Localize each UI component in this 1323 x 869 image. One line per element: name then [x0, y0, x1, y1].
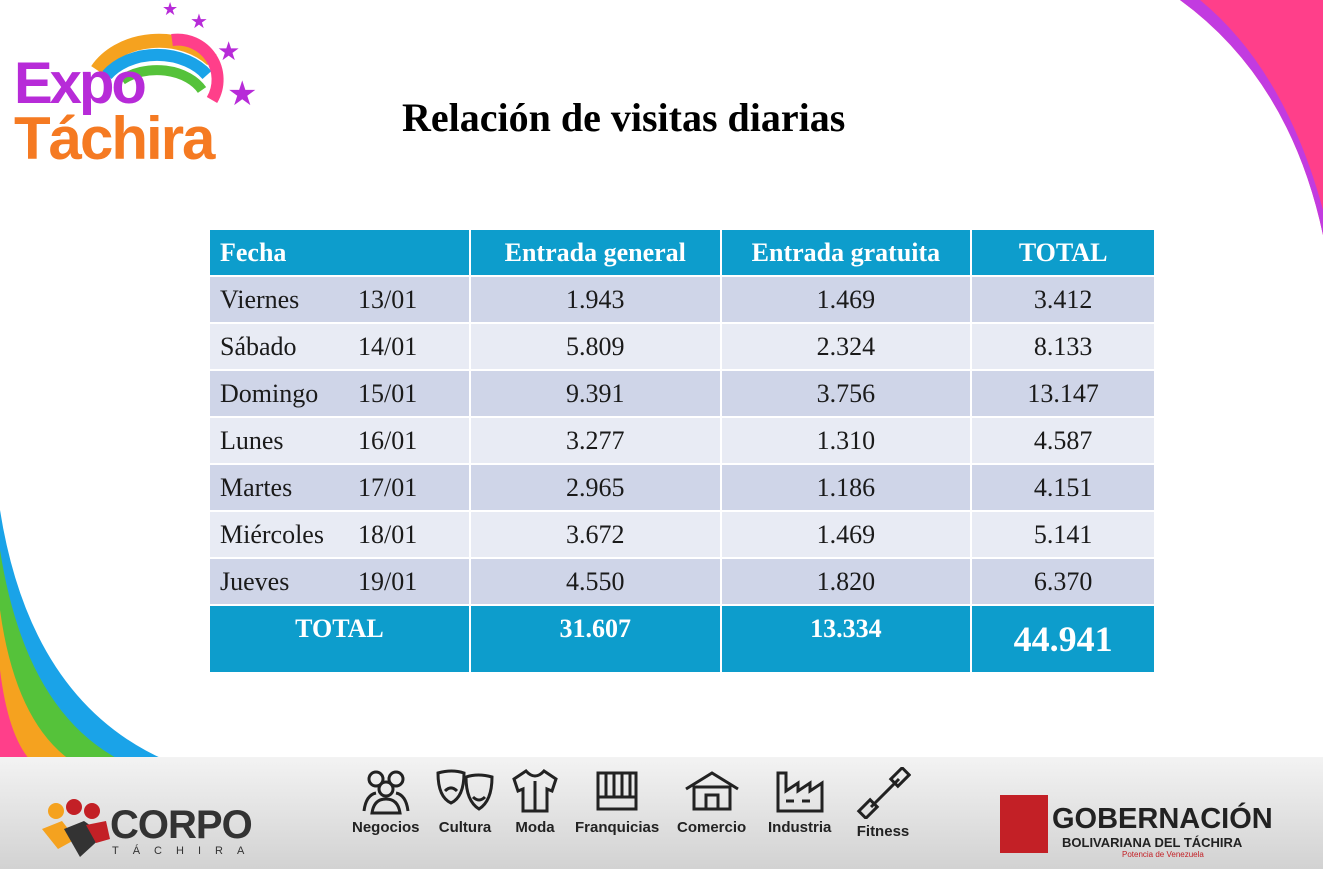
date-label: 15/01	[358, 378, 418, 408]
category-moda: Moda	[510, 767, 560, 836]
total-cell: 6.370	[971, 558, 1156, 606]
people-icon	[362, 770, 410, 815]
total-cell: 4.151	[971, 464, 1156, 512]
gratuita-cell: 1.820	[720, 558, 973, 606]
general-cell: 1.943	[469, 276, 722, 324]
fecha-cell: Viernes 13/01	[210, 276, 471, 324]
fecha-cell: Miércoles 18/01	[210, 511, 471, 559]
logo-word-expo: Expo	[14, 51, 147, 116]
svg-text:★: ★	[227, 74, 257, 114]
total-general-cell: 31.607	[469, 605, 722, 674]
general-cell: 9.391	[469, 370, 722, 418]
gratuita-cell: 2.324	[720, 323, 973, 371]
category-fitness: Fitness	[855, 767, 911, 840]
footer-bar: CORPO TÁCHIRA Negocios Cultura Moda Fran…	[0, 757, 1323, 869]
category-negocios: Negocios	[352, 767, 420, 836]
day-label: Lunes	[220, 425, 284, 455]
category-label: Negocios	[352, 819, 420, 836]
total-row: TOTAL 31.607 13.334 44.941	[210, 605, 1156, 674]
top-right-arc-decoration	[1180, 0, 1323, 235]
corpo-logo-icon	[42, 799, 110, 857]
gobernacion-subtitle: BOLIVARIANA DEL TÁCHIRA	[1062, 835, 1243, 850]
dumbbell-icon	[856, 767, 911, 819]
fecha-cell: Sábado 14/01	[210, 323, 471, 371]
date-label: 14/01	[358, 331, 418, 361]
fecha-cell: Martes 17/01	[210, 464, 471, 512]
category-label: Fitness	[856, 823, 910, 840]
shirt-icon	[512, 769, 558, 813]
date-label: 18/01	[358, 519, 418, 549]
date-label: 16/01	[358, 425, 418, 455]
day-label: Domingo	[220, 378, 319, 408]
left-arc-decoration	[0, 510, 165, 760]
category-label: Franquicias	[575, 819, 660, 836]
table-row: Lunes 16/01 3.277 1.310 4.587	[210, 417, 1156, 465]
fecha-cell: Lunes 16/01	[210, 417, 471, 465]
gratuita-cell: 1.469	[720, 276, 973, 324]
total-label-cell: TOTAL	[210, 605, 471, 674]
gratuita-cell: 1.469	[720, 511, 973, 559]
table-row: Miércoles 18/01 3.672 1.469 5.141	[210, 511, 1156, 559]
page-title: Relación de visitas diarias	[402, 95, 846, 140]
category-industria: Industria	[768, 767, 831, 836]
general-cell: 2.965	[469, 464, 722, 512]
category-label: Industria	[768, 819, 832, 836]
header-fecha: Fecha	[210, 230, 471, 277]
day-label: Viernes	[220, 284, 300, 314]
date-label: 19/01	[358, 566, 418, 596]
header-total: TOTAL	[971, 230, 1156, 277]
total-cell: 13.147	[971, 370, 1156, 418]
day-label: Jueves	[220, 566, 290, 596]
category-cultura: Cultura	[434, 767, 496, 836]
table-row: Martes 17/01 2.965 1.186 4.151	[210, 464, 1156, 512]
svg-text:★: ★	[162, 0, 178, 20]
day-label: Martes	[220, 472, 293, 502]
corpo-subtitle: TÁCHIRA	[112, 845, 259, 857]
category-label: Cultura	[438, 819, 492, 836]
expo-logo-graphic: ★ ★ ★ ★	[91, 0, 257, 114]
svg-text:★: ★	[190, 9, 208, 33]
general-cell: 3.277	[469, 417, 722, 465]
category-comercio: Comercio	[677, 767, 746, 836]
total-gratuita-cell: 13.334	[720, 605, 973, 674]
house-icon	[684, 771, 739, 811]
gratuita-cell: 3.756	[720, 370, 973, 418]
table-header-row: Fecha Entrada general Entrada gratuita T…	[210, 230, 1156, 277]
svg-text:★: ★	[217, 37, 240, 67]
table-row: Viernes 13/01 1.943 1.469 3.412	[210, 276, 1156, 324]
logo-word-tachira: Táchira	[14, 105, 215, 172]
table-row: Sábado 14/01 5.809 2.324 8.133	[210, 323, 1156, 371]
corpo-name: CORPO	[110, 803, 253, 847]
gobernacion-tagline: Potencia de Venezuela	[1122, 850, 1204, 859]
day-label: Sábado	[220, 331, 297, 361]
date-label: 17/01	[358, 472, 418, 502]
gobernacion-name: GOBERNACIÓN	[1052, 803, 1273, 835]
total-cell: 5.141	[971, 511, 1156, 559]
category-label: Moda	[515, 819, 555, 836]
table-row: Jueves 19/01 4.550 1.820 6.370	[210, 558, 1156, 606]
theater-masks-icon	[436, 769, 494, 811]
general-cell: 5.809	[469, 323, 722, 371]
general-cell: 3.672	[469, 511, 722, 559]
header-entrada-general: Entrada general	[469, 230, 722, 277]
category-label: Comercio	[677, 819, 747, 836]
day-label: Miércoles	[220, 519, 324, 549]
fecha-cell: Domingo 15/01	[210, 370, 471, 418]
gratuita-cell: 1.186	[720, 464, 973, 512]
gobernacion-emblem-icon	[1000, 795, 1048, 853]
date-label: 13/01	[358, 284, 418, 314]
visits-table: Fecha Entrada general Entrada gratuita T…	[210, 230, 1156, 674]
fecha-cell: Jueves 19/01	[210, 558, 471, 606]
grand-total-cell: 44.941	[971, 605, 1156, 674]
category-franquicias: Franquicias	[575, 767, 659, 836]
storefront-icon	[596, 771, 638, 811]
table-row: Domingo 15/01 9.391 3.756 13.147	[210, 370, 1156, 418]
total-cell: 4.587	[971, 417, 1156, 465]
factory-icon	[776, 771, 824, 813]
general-cell: 4.550	[469, 558, 722, 606]
total-cell: 3.412	[971, 276, 1156, 324]
total-cell: 8.133	[971, 323, 1156, 371]
header-entrada-gratuita: Entrada gratuita	[720, 230, 973, 277]
gratuita-cell: 1.310	[720, 417, 973, 465]
